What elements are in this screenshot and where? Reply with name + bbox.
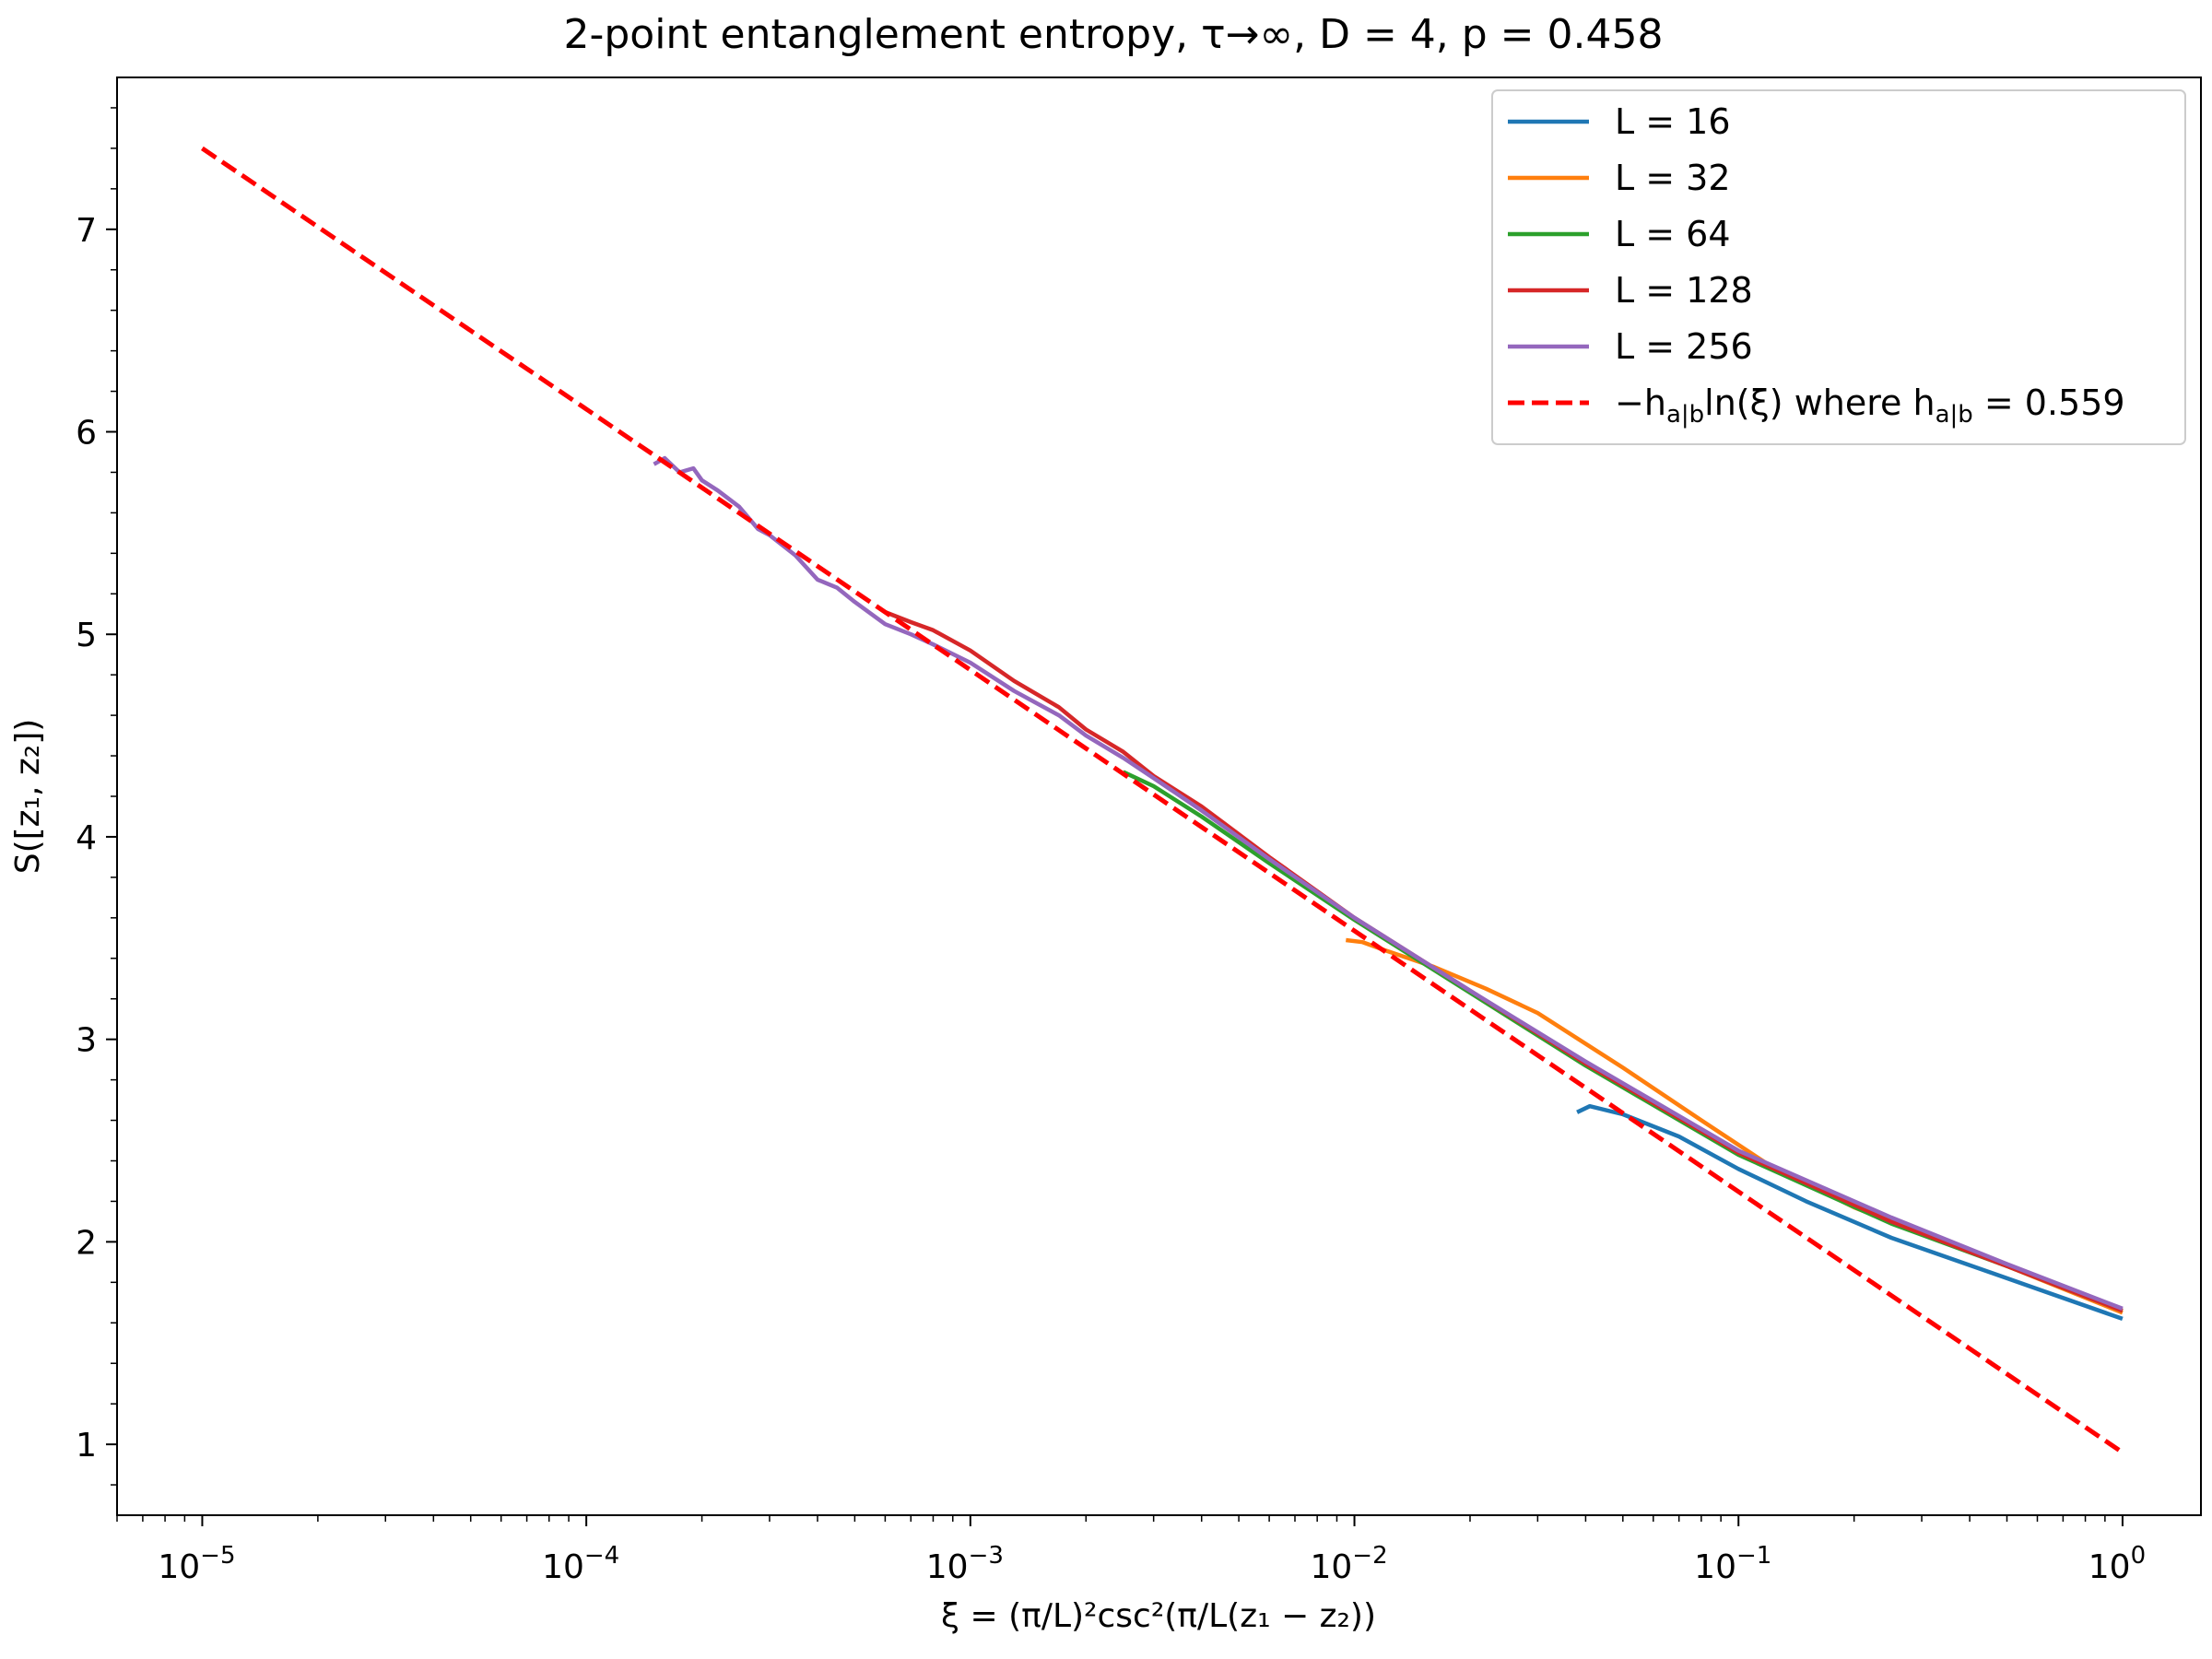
- legend-label-0: L = 16: [1615, 101, 1731, 142]
- legend-box: [1491, 89, 2186, 445]
- x-tick-label: 100: [2088, 1542, 2146, 1586]
- x-tick-label: 10−2: [1310, 1542, 1387, 1586]
- series-layer: [200, 146, 2124, 1454]
- plot-area: [116, 76, 2202, 1516]
- legend-label-5: −ha|bln(ξ) where ha|b = 0.559: [1615, 382, 2125, 429]
- x-tick-label: 10−4: [542, 1542, 619, 1586]
- series-line-5: [200, 146, 2124, 1454]
- y-tick-label: 3: [76, 1022, 97, 1060]
- series-line-1: [1346, 937, 2124, 1315]
- series-line-2: [1122, 770, 2124, 1313]
- series-line-0: [1576, 1103, 2124, 1322]
- y-tick-label: 1: [76, 1427, 97, 1465]
- y-tick-label: 5: [76, 617, 97, 654]
- y-tick-label: 2: [76, 1224, 97, 1262]
- chart-title: 2-point entanglement entropy, τ→∞, D = 4…: [563, 11, 1663, 58]
- series-line-3: [884, 610, 2124, 1313]
- x-tick-label: 10−1: [1694, 1542, 1771, 1586]
- y-tick-label: 7: [76, 212, 97, 250]
- legend-label-2: L = 64: [1615, 214, 1731, 254]
- legend-label-3: L = 128: [1615, 270, 1753, 311]
- x-axis: 10−5 10−4 10−3 10−2 10−1 100: [116, 1515, 2146, 1586]
- legend: L = 16 L = 32 L = 64 L = 128 L = 256 −ha|bln(…: [1491, 89, 2186, 445]
- y-tick-label: 6: [76, 415, 97, 453]
- y-tick-label: 4: [76, 819, 97, 857]
- x-tick-label: 10−3: [926, 1542, 1004, 1586]
- y-axis-label: S([z₁, z₂]): [9, 719, 47, 875]
- y-axis: 1 2 3 4 5 6 7: [76, 107, 117, 1486]
- legend-label-1: L = 32: [1615, 158, 1731, 198]
- series-line-4: [653, 455, 2124, 1311]
- x-tick-label: 10−5: [158, 1542, 235, 1586]
- x-axis-label: ξ = (π/L)²csc²(π/L(z₁ − z₂)): [941, 1597, 1376, 1635]
- legend-label-4: L = 256: [1615, 326, 1753, 367]
